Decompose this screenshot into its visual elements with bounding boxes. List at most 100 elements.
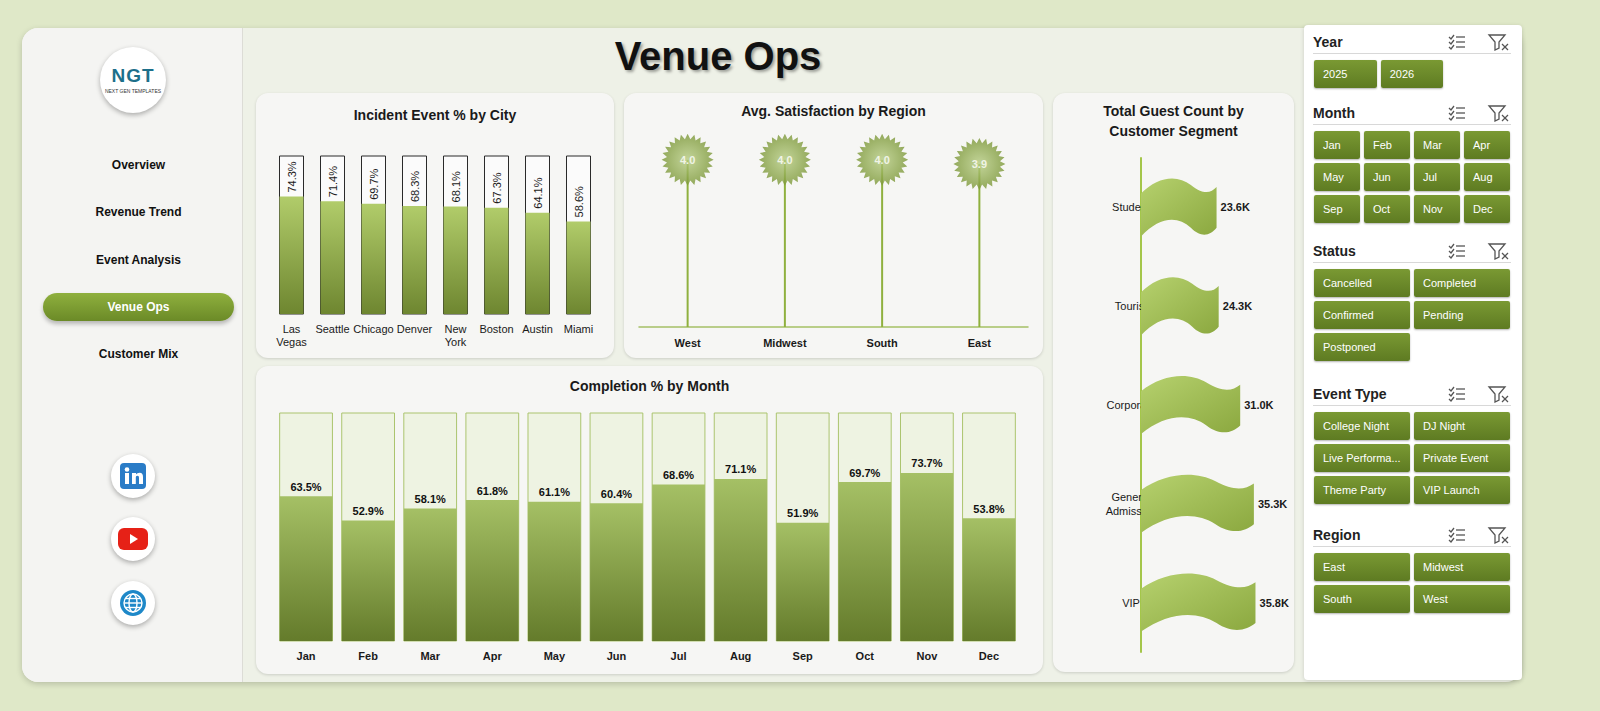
html-text:Completion % by Month: Completion % by Month (569, 378, 730, 394)
html-text:Overview: Overview (111, 158, 166, 172)
svg-text:Admission: Admission (1105, 504, 1157, 517)
html-text:Sep: Sep (1323, 203, 1343, 215)
svg-text:VIP: VIP (1122, 597, 1140, 609)
svg-text:71.1%: 71.1% (725, 463, 756, 475)
svg-text:64.1%: 64.1% (532, 177, 544, 208)
svg-text:67.3%: 67.3% (491, 172, 503, 203)
svg-text:May: May (544, 650, 566, 662)
svg-text:South: South (867, 337, 898, 349)
html-text:Dec: Dec (1473, 203, 1493, 215)
svg-text:35.8K: 35.8K (1260, 597, 1289, 609)
html-text:Theme Party: Theme Party (1323, 484, 1386, 496)
html-text:Venue Ops: Venue Ops (614, 34, 822, 78)
html-text:Confirmed: Confirmed (1323, 309, 1374, 321)
svg-text:52.9%: 52.9% (353, 505, 384, 517)
svg-text:Jun: Jun (607, 650, 627, 662)
html-text:Total Guest Count by Customer: Total Guest Count by Customer Segment (1103, 103, 1244, 139)
html-text:Incident Event % by City: Incident Event % by City (353, 107, 517, 123)
html-text:Live Performa...: Live Performa... (1323, 452, 1401, 464)
html-text:Venue Ops: Venue Ops (107, 299, 170, 314)
svg-text:Sep: Sep (793, 650, 813, 662)
svg-text:Las: Las (283, 323, 301, 335)
svg-text:3.9: 3.9 (972, 158, 987, 170)
svg-text:Denver: Denver (397, 323, 433, 335)
svg-text:73.7%: 73.7% (911, 457, 942, 469)
html-text:Month: Month (1313, 105, 1355, 121)
svg-text:69.7%: 69.7% (849, 467, 880, 479)
svg-text:51.9%: 51.9% (787, 507, 818, 519)
svg-text:Tourist: Tourist (1114, 300, 1148, 313)
svg-text:53.8%: 53.8% (973, 503, 1004, 515)
svg-text:Apr: Apr (483, 650, 503, 662)
html-text:Year: Year (1313, 34, 1343, 50)
svg-text:Student: Student (1112, 201, 1150, 214)
svg-text:4.0: 4.0 (680, 154, 695, 166)
svg-text:31.0K: 31.0K (1244, 399, 1273, 411)
svg-text:61.8%: 61.8% (477, 485, 508, 497)
svg-text:Mar: Mar (420, 650, 440, 662)
svg-text:Jan: Jan (297, 650, 316, 662)
html-text:Cancelled: Cancelled (1323, 277, 1372, 289)
html-text:Private Event: Private Event (1423, 452, 1489, 464)
svg-text:Dec: Dec (979, 650, 999, 662)
html-text:Revenue Trend: Revenue Trend (95, 205, 182, 220)
html-text:Event Analysis: Event Analysis (96, 252, 181, 267)
svg-text:New: New (444, 323, 466, 335)
html-text:2025: 2025 (1323, 68, 1348, 80)
svg-text:East: East (968, 337, 992, 349)
svg-text:Miami: Miami (564, 323, 593, 335)
svg-text:4.0: 4.0 (874, 154, 889, 166)
html-text:Jan: Jan (1323, 139, 1341, 151)
html-text:Aug: Aug (1473, 171, 1493, 183)
html-text:Apr: Apr (1473, 139, 1491, 151)
svg-text:Seattle: Seattle (315, 323, 349, 335)
svg-text:Midwest: Midwest (763, 337, 807, 349)
html-text:Customer Mix: Customer Mix (98, 347, 179, 362)
svg-text:71.4%: 71.4% (327, 166, 339, 197)
svg-text:York: York (445, 336, 467, 348)
html-text:Event Type: Event Type (1313, 386, 1387, 402)
svg-text:60.4%: 60.4% (601, 488, 632, 500)
svg-text:58.6%: 58.6% (573, 186, 585, 217)
svg-text:24.3K: 24.3K (1223, 300, 1252, 312)
html-text:Region: Region (1313, 527, 1361, 543)
svg-text:Jul: Jul (671, 650, 687, 662)
html-text:Oct: Oct (1373, 203, 1391, 215)
svg-text:61.1%: 61.1% (539, 486, 570, 498)
html-text:2026: 2026 (1389, 68, 1415, 80)
svg-text:Oct: Oct (856, 650, 875, 662)
svg-text:68.1%: 68.1% (450, 171, 462, 202)
svg-text:4.0: 4.0 (777, 154, 792, 166)
html-text:DJ Night: DJ Night (1423, 420, 1466, 432)
svg-text:West: West (675, 337, 701, 349)
html-text:College Night: College Night (1323, 420, 1389, 432)
html-text:Mar: Mar (1423, 139, 1442, 151)
svg-text:69.7%: 69.7% (368, 168, 380, 199)
html-text:May: May (1323, 171, 1344, 183)
svg-text:Vegas: Vegas (276, 336, 307, 348)
svg-text:Boston: Boston (479, 323, 513, 335)
html-text:Feb: Feb (1373, 139, 1392, 151)
svg-text:Nov: Nov (916, 650, 938, 662)
html-text:Jun: Jun (1373, 171, 1391, 183)
html-text:Status: Status (1313, 243, 1356, 259)
svg-text:General: General (1111, 490, 1151, 503)
svg-text:68.6%: 68.6% (663, 469, 694, 481)
svg-text:58.1%: 58.1% (415, 493, 446, 505)
svg-text:74.3%: 74.3% (286, 161, 298, 192)
html-text:NGT: NGT (111, 65, 155, 86)
svg-text:Aug: Aug (730, 650, 751, 662)
html-text:Pending: Pending (1423, 309, 1464, 321)
html-text:Postponed: Postponed (1323, 341, 1376, 353)
svg-text:63.5%: 63.5% (290, 481, 321, 493)
svg-text:35.3K: 35.3K (1258, 498, 1287, 510)
svg-text:Feb: Feb (358, 650, 378, 662)
html-text:Jul: Jul (1423, 171, 1438, 183)
svg-text:Austin: Austin (522, 323, 553, 335)
html-text:Avg. Satisfaction by Region: Avg. Satisfaction by Region (741, 103, 926, 119)
html-text:Nov: Nov (1423, 203, 1443, 215)
svg-text:68.3%: 68.3% (409, 171, 421, 202)
svg-text:23.6K: 23.6K (1221, 201, 1250, 213)
html-text:Completed: Completed (1423, 277, 1477, 289)
svg-text:Chicago: Chicago (353, 323, 393, 335)
